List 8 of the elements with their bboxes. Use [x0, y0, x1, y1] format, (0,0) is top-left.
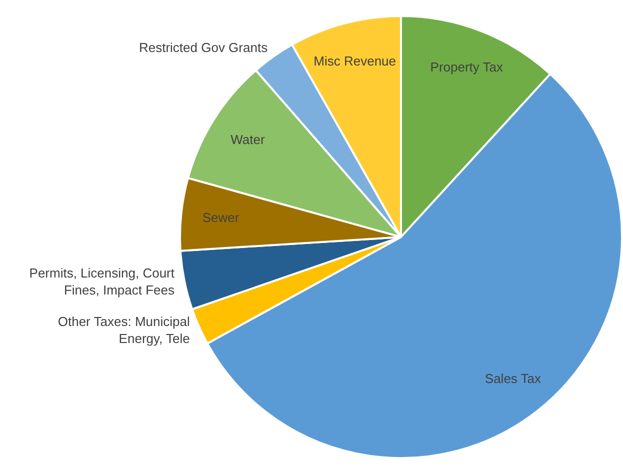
slice-label: Restricted Gov Grants — [138, 40, 268, 56]
slice-label: Sales Tax — [484, 371, 542, 386]
slice-label: Property Tax — [430, 60, 504, 75]
slice-label: Other Taxes: Municipal Energy, Tele — [58, 314, 190, 346]
slice-label: Water — [230, 132, 266, 147]
slice-label: Misc Revenue — [314, 53, 396, 68]
slice-label: Sewer — [202, 210, 240, 225]
slice-label: Permits, Licensing, Court Fines, Impact Fees — [29, 266, 175, 298]
